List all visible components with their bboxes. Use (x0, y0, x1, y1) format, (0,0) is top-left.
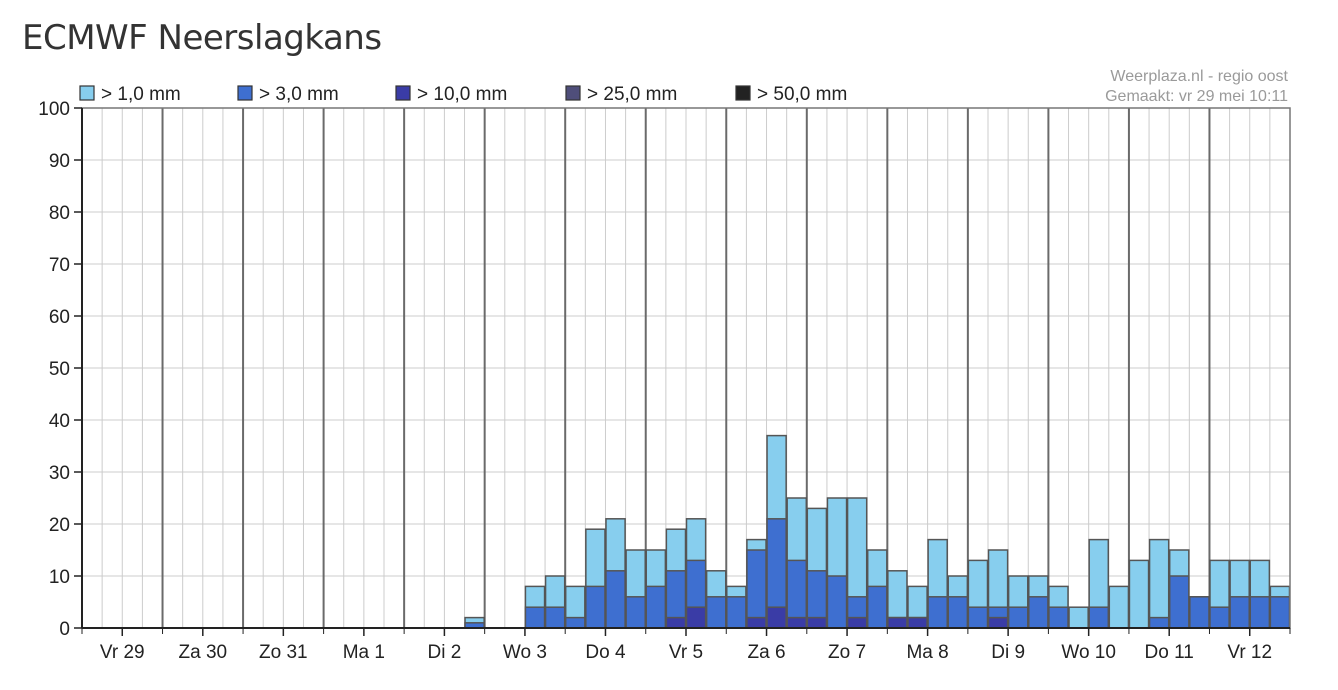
y-tick-label: 50 (49, 359, 70, 380)
x-tick-label: Di 2 (428, 642, 462, 663)
bar-gt3 (1269, 596, 1291, 629)
bar-gt3 (524, 606, 546, 629)
bar-gt3 (927, 596, 948, 629)
credit-timestamp: Gemaakt: vr 29 mei 10:11 (1105, 88, 1288, 105)
bar-gt3 (967, 606, 989, 629)
bar-gt10 (846, 616, 868, 629)
bar-gt10 (746, 616, 767, 629)
bar-gt1 (1128, 559, 1150, 629)
x-tick-label: Vr 29 (100, 642, 145, 663)
legend-label: > 50,0 mm (757, 84, 847, 105)
y-tick-label: 10 (49, 567, 70, 588)
y-tick-label: 20 (49, 515, 70, 536)
bar-gt10 (786, 616, 808, 629)
legend-swatch-gt10 (395, 85, 411, 101)
credit-source: Weerplaza.nl - regio oost (1110, 68, 1288, 85)
chart-bars (464, 434, 1291, 629)
x-tick-label: Do 4 (585, 642, 626, 663)
bar-gt3 (866, 585, 888, 629)
bar-gt1 (1108, 585, 1130, 629)
legend-swatch-gt50 (735, 85, 751, 101)
bar-gt3 (1229, 596, 1250, 629)
legend-swatch-gt1 (79, 85, 95, 101)
bar-gt3 (1189, 596, 1210, 629)
x-tick-label: Ma 1 (343, 642, 385, 663)
legend-swatch-gt25 (565, 85, 581, 101)
legend-swatch-gt3 (237, 85, 253, 101)
x-tick-label: Za 6 (748, 642, 786, 663)
y-tick-label: 100 (38, 99, 70, 120)
bar-gt3 (1148, 616, 1170, 629)
y-tick-label: 70 (49, 255, 70, 276)
bar-gt3 (564, 616, 586, 629)
x-tick-label: Vr 12 (1227, 642, 1272, 663)
page-title: ECMWF Neerslagkans (22, 18, 382, 58)
bar-gt10 (806, 616, 828, 629)
legend-label: > 3,0 mm (259, 84, 339, 105)
bar-gt10 (685, 606, 707, 629)
bar-gt3 (625, 596, 646, 629)
bar-gt3 (645, 585, 667, 629)
bar-gt3 (544, 606, 566, 629)
y-tick-label: 0 (59, 619, 70, 640)
bar-gt3 (605, 570, 626, 629)
chart-axes: 0 10 20 30 40 50 60 70 80 90 100 Vr 29 Za 30 Zo 31 Ma … (38, 99, 1291, 663)
bar-gt10 (887, 616, 908, 629)
bar-gt3 (1007, 606, 1029, 629)
bar-gt3 (1249, 596, 1271, 629)
x-tick-label: Di 9 (991, 642, 1025, 663)
y-tick-label: 90 (49, 151, 70, 172)
chart-legend: > 1,0 mm > 3,0 mm > 10,0 mm > 25,0 mm > 50,0… (79, 84, 847, 105)
bar-gt10 (665, 616, 687, 629)
bar-gt3 (1168, 575, 1190, 629)
y-tick-label: 30 (49, 463, 70, 484)
legend-label: > 10,0 mm (417, 84, 507, 105)
x-tick-label: Za 30 (179, 642, 228, 663)
bar-gt3 (585, 585, 606, 629)
x-tick-label: Wo 3 (503, 642, 547, 663)
y-tick-label: 80 (49, 203, 70, 224)
x-tick-label: Zo 7 (828, 642, 866, 663)
bar-gt3 (826, 575, 848, 629)
bar-gt3 (1088, 606, 1110, 629)
bar-gt10 (766, 606, 787, 629)
bar-gt3 (1209, 606, 1230, 629)
bar-gt10 (987, 616, 1009, 629)
bar-gt3 (947, 596, 969, 629)
bar-gt3 (1028, 596, 1049, 629)
bar-gt10 (907, 616, 928, 629)
bar-gt3 (726, 596, 747, 629)
x-tick-label: Vr 5 (669, 642, 703, 663)
y-tick-label: 60 (49, 307, 70, 328)
bar-gt1 (1148, 538, 1170, 629)
x-tick-label: Do 11 (1145, 642, 1194, 663)
bar-gt3 (1048, 606, 1069, 629)
bar-gt3 (705, 596, 727, 629)
x-tick-label: Wo 10 (1061, 642, 1116, 663)
x-tick-label: Zo 31 (259, 642, 308, 663)
y-tick-label: 40 (49, 411, 70, 432)
legend-label: > 25,0 mm (587, 84, 677, 105)
legend-label: > 1,0 mm (101, 84, 181, 105)
x-tick-label: Ma 8 (906, 642, 948, 663)
bar-gt3 (746, 549, 767, 629)
bar-gt1 (1068, 606, 1089, 629)
